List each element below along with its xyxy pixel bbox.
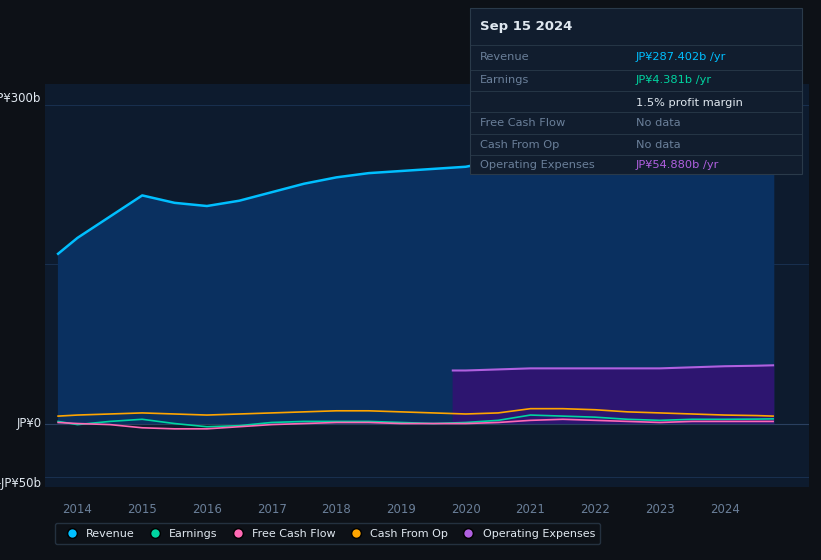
Text: Cash From Op: Cash From Op xyxy=(479,139,559,150)
Text: Operating Expenses: Operating Expenses xyxy=(479,160,594,170)
Text: Earnings: Earnings xyxy=(479,75,529,85)
Text: JP¥287.402b /yr: JP¥287.402b /yr xyxy=(635,52,727,62)
Text: 2018: 2018 xyxy=(322,503,351,516)
Text: Free Cash Flow: Free Cash Flow xyxy=(479,118,565,128)
Text: 2023: 2023 xyxy=(645,503,675,516)
Text: JP¥0: JP¥0 xyxy=(16,417,41,430)
Text: -JP¥50b: -JP¥50b xyxy=(0,477,41,489)
Text: 2019: 2019 xyxy=(386,503,416,516)
Text: 2015: 2015 xyxy=(127,503,157,516)
Text: 2021: 2021 xyxy=(516,503,545,516)
Text: No data: No data xyxy=(635,139,681,150)
Text: 2020: 2020 xyxy=(451,503,480,516)
Text: Revenue: Revenue xyxy=(479,52,530,62)
Text: No data: No data xyxy=(635,118,681,128)
Text: JP¥54.880b /yr: JP¥54.880b /yr xyxy=(635,160,719,170)
Text: JP¥4.381b /yr: JP¥4.381b /yr xyxy=(635,75,712,85)
Text: JP¥300b: JP¥300b xyxy=(0,92,41,105)
Text: 2014: 2014 xyxy=(62,503,93,516)
Text: 2017: 2017 xyxy=(257,503,287,516)
Legend: Revenue, Earnings, Free Cash Flow, Cash From Op, Operating Expenses: Revenue, Earnings, Free Cash Flow, Cash … xyxy=(55,523,600,544)
Text: 2016: 2016 xyxy=(192,503,222,516)
Text: Sep 15 2024: Sep 15 2024 xyxy=(479,20,572,33)
Text: 1.5% profit margin: 1.5% profit margin xyxy=(635,97,743,108)
Text: 2022: 2022 xyxy=(580,503,610,516)
Text: 2024: 2024 xyxy=(709,503,740,516)
